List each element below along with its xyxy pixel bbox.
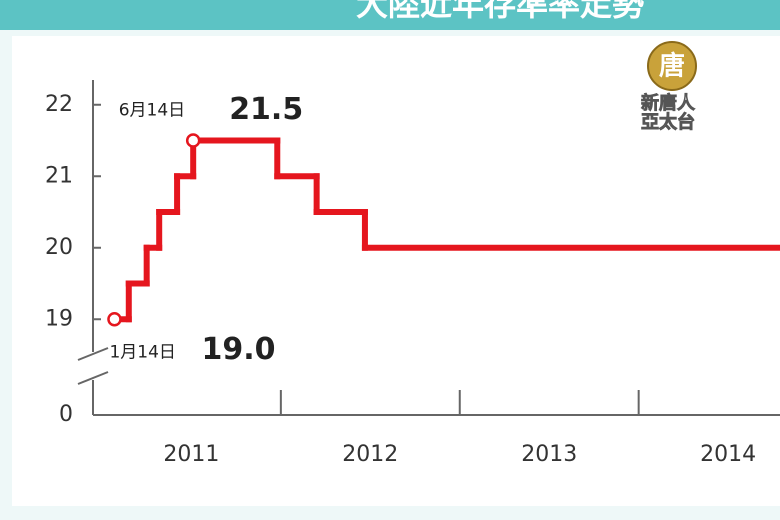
annotation-date: 1月14日 — [109, 342, 175, 362]
logo-badge — [647, 41, 697, 91]
plot-panel — [12, 36, 780, 506]
x-tick-label: 2011 — [163, 442, 219, 467]
point-marker — [185, 133, 201, 148]
x-tick-label: 2014 — [700, 442, 756, 467]
y-tick-label: 21 — [45, 163, 73, 188]
axis-break — [77, 347, 109, 361]
x-tick-label: 2013 — [521, 442, 577, 467]
x-tick-label: 2012 — [342, 442, 398, 467]
y-tick-label: 22 — [45, 92, 73, 117]
logo-line: 亞太台 — [641, 111, 695, 133]
chart-title: 大陸近年存準率走勢 — [356, 0, 644, 23]
axis-break — [77, 371, 109, 385]
logo-mark: 唐 — [659, 51, 685, 82]
point-marker — [107, 312, 122, 327]
y-tick-label: 0 — [59, 402, 73, 427]
y-tick-label: 20 — [45, 235, 73, 260]
y-tick-label: 19 — [45, 306, 73, 331]
annotation-value: 19.0 — [201, 332, 275, 367]
annotation-date: 6月14日 — [119, 101, 185, 121]
title-band — [0, 0, 780, 30]
logo-line: 新唐人 — [641, 92, 696, 114]
annotation-value: 21.5 — [229, 92, 303, 127]
